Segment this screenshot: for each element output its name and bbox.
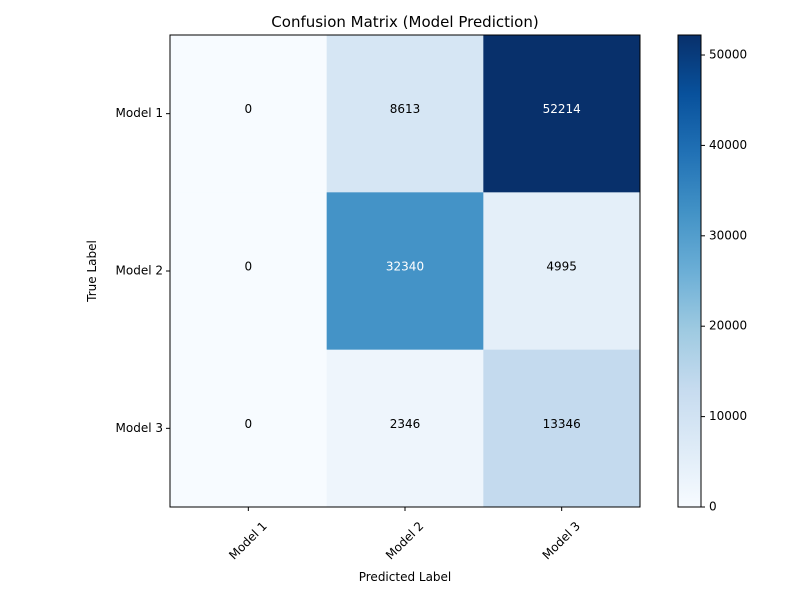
heatmap-cell-labels: 0 8613 52214 0 32340 4995 0 2346 13346 <box>245 102 581 431</box>
cell-value-label: 0 <box>245 260 253 274</box>
colorbar-tick-label: 40000 <box>709 138 747 152</box>
y-tick-label: Model 1 <box>116 106 163 120</box>
cell-value-label: 13346 <box>543 417 581 431</box>
colorbar-ticks: 0 10000 20000 30000 40000 50000 <box>701 48 747 514</box>
y-tick-label: Model 3 <box>116 421 163 435</box>
colorbar-tick-label: 30000 <box>709 228 747 242</box>
heatmap-cell <box>483 192 641 351</box>
cell-value-label: 0 <box>245 417 253 431</box>
heatmap-cell <box>170 35 328 193</box>
colorbar-gradient <box>677 34 702 508</box>
x-tick-label: Model 2 <box>383 519 426 562</box>
heatmap-cell <box>326 35 484 193</box>
y-tick-label: Model 2 <box>116 264 163 278</box>
heatmap-cell <box>326 349 484 508</box>
cell-value-label: 32340 <box>386 260 424 274</box>
y-axis-ticks: Model 1 Model 2 Model 3 <box>116 106 170 435</box>
heatmap-cell <box>483 349 641 508</box>
colorbar-tick-label: 20000 <box>709 319 747 333</box>
cell-value-label: 2346 <box>390 417 421 431</box>
x-tick-label: Model 3 <box>540 519 583 562</box>
y-axis-label: True Label <box>85 240 99 303</box>
heatmap-cell <box>483 35 641 193</box>
colorbar-tick-label: 10000 <box>709 409 747 423</box>
x-axis-label: Predicted Label <box>359 570 452 584</box>
x-tick-label: Model 1 <box>226 519 269 562</box>
cell-value-label: 8613 <box>390 102 421 116</box>
colorbar-tick-label: 50000 <box>709 48 747 62</box>
colorbar: 0 10000 20000 30000 40000 50000 <box>677 34 747 514</box>
chart-title: Confusion Matrix (Model Prediction) <box>271 13 538 31</box>
heatmap-cells <box>170 35 641 508</box>
cell-value-label: 0 <box>245 102 253 116</box>
cell-value-label: 4995 <box>546 260 577 274</box>
colorbar-tick-label: 0 <box>709 500 717 514</box>
cell-value-label: 52214 <box>543 102 581 116</box>
heatmap-cell <box>170 349 328 508</box>
x-axis-ticks: Model 1 Model 2 Model 3 <box>226 507 583 562</box>
heatmap-cell <box>170 192 328 351</box>
heatmap-cell <box>326 192 484 351</box>
